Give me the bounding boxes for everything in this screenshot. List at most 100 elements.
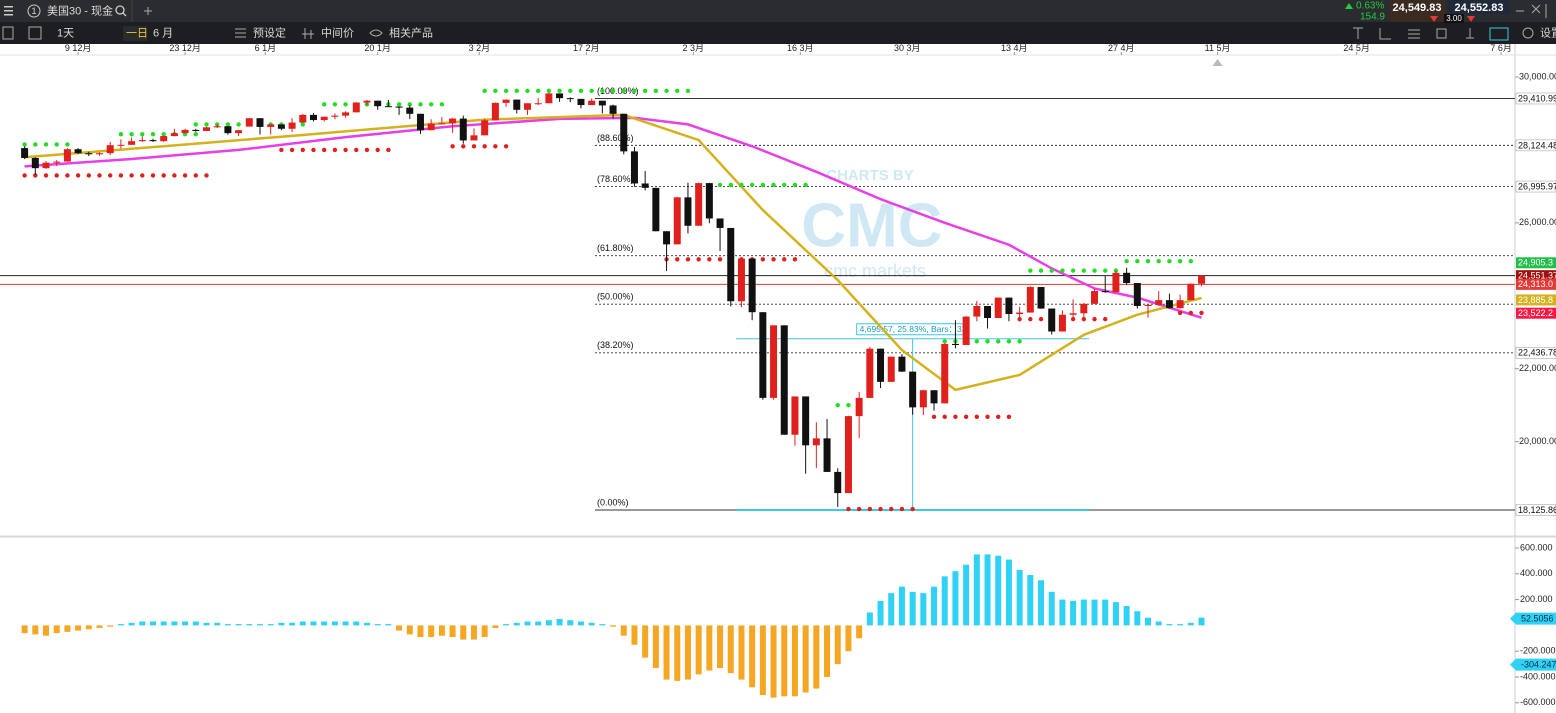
buy-box[interactable] bbox=[1447, 0, 1510, 14]
histogram-bar bbox=[449, 625, 456, 637]
candle-body bbox=[1037, 287, 1045, 309]
histogram-bar bbox=[321, 621, 328, 626]
sar-dot bbox=[43, 142, 49, 147]
histogram-bar bbox=[1070, 600, 1077, 626]
down-arrow bbox=[1467, 16, 1475, 22]
price-badge bbox=[1515, 139, 1556, 152]
sar-dot bbox=[1081, 268, 1087, 273]
candle-body bbox=[449, 118, 457, 124]
sar-dot bbox=[1103, 316, 1108, 322]
sar-dot bbox=[140, 173, 145, 178]
histogram-bar bbox=[299, 621, 306, 626]
histogram-bar bbox=[749, 625, 756, 688]
histogram-bar bbox=[396, 625, 403, 631]
moving-average bbox=[24, 116, 1202, 319]
sar-dot bbox=[225, 122, 231, 127]
candle-body bbox=[727, 227, 735, 302]
sar-dot bbox=[749, 182, 755, 188]
watermark-logo: CMC bbox=[801, 191, 942, 260]
search-icon[interactable] bbox=[115, 5, 127, 17]
add-tab[interactable] bbox=[144, 7, 152, 15]
histogram-bar bbox=[503, 624, 510, 626]
histogram-bar bbox=[53, 625, 60, 634]
period[interactable]: 6 月 bbox=[153, 27, 173, 39]
candle-body bbox=[256, 118, 264, 127]
sar-dot bbox=[343, 147, 348, 153]
price-type-icon[interactable] bbox=[302, 28, 314, 39]
instrument-name[interactable]: 美国30 - 现金 bbox=[47, 3, 113, 17]
histogram-bar bbox=[599, 624, 606, 626]
candle-body bbox=[459, 118, 467, 141]
sar-dot bbox=[300, 147, 305, 153]
candle-body bbox=[277, 124, 285, 129]
indicator-badge bbox=[1510, 658, 1556, 671]
title-bar bbox=[0, 0, 1556, 22]
interval[interactable]: 1天 bbox=[57, 27, 74, 39]
candle-body bbox=[791, 396, 799, 435]
related[interactable]: 相关产品 bbox=[389, 25, 433, 39]
sar-dot bbox=[514, 88, 519, 94]
histogram-bar bbox=[1187, 622, 1194, 626]
candle-body bbox=[106, 145, 114, 154]
indicator-badge bbox=[1510, 612, 1556, 625]
histogram-bar bbox=[32, 625, 39, 635]
histogram-bar bbox=[920, 593, 927, 626]
sar-dot bbox=[22, 142, 27, 147]
preset-icon[interactable] bbox=[235, 28, 246, 38]
sar-dot bbox=[803, 182, 808, 188]
settings[interactable]: 设置 bbox=[1540, 26, 1556, 39]
period-label[interactable]: 一日 bbox=[126, 27, 148, 39]
down-arrow bbox=[1430, 16, 1438, 22]
candle-body bbox=[1091, 291, 1099, 304]
histogram-bar bbox=[235, 624, 242, 626]
histogram-bar bbox=[1134, 611, 1141, 626]
candle-body bbox=[1016, 312, 1024, 315]
histogram-bar bbox=[866, 612, 873, 626]
sar-dot bbox=[1038, 316, 1044, 322]
candle-body bbox=[53, 161, 61, 163]
sar-dot bbox=[140, 132, 145, 137]
candle-body bbox=[941, 343, 949, 404]
candle-body bbox=[138, 140, 146, 142]
histogram-bar bbox=[1112, 602, 1119, 626]
histogram-bar bbox=[898, 586, 905, 626]
price-type[interactable]: 中间价 bbox=[321, 26, 354, 39]
menu-icon[interactable] bbox=[4, 6, 13, 16]
sar-dot bbox=[685, 257, 691, 262]
related-icon[interactable] bbox=[369, 29, 383, 37]
sar-dot bbox=[129, 132, 134, 137]
sar-dot bbox=[1092, 268, 1097, 273]
sar-dot bbox=[1060, 268, 1065, 273]
sar-dot bbox=[386, 147, 391, 153]
histogram-bar bbox=[1059, 599, 1066, 626]
preset[interactable]: 预设定 bbox=[253, 25, 286, 39]
histogram-bar bbox=[417, 625, 424, 637]
sar-dot bbox=[86, 173, 92, 178]
candle-body bbox=[427, 123, 435, 131]
histogram-bar bbox=[224, 624, 231, 626]
candle-body bbox=[855, 397, 863, 417]
sar-dot bbox=[289, 147, 295, 153]
settings-icon[interactable] bbox=[1522, 27, 1534, 39]
tool-icons[interactable] bbox=[1353, 27, 1509, 41]
candle-body bbox=[21, 148, 29, 158]
histogram-bar bbox=[117, 624, 124, 626]
sar-dot bbox=[675, 88, 680, 94]
histogram-bar bbox=[256, 624, 263, 626]
window-controls[interactable] bbox=[1516, 4, 1547, 18]
sar-dot bbox=[653, 88, 659, 94]
histogram-bar bbox=[149, 621, 156, 626]
histogram-bar bbox=[877, 600, 884, 626]
y-tick-label: -600.000 bbox=[1520, 697, 1556, 707]
histogram-bar bbox=[310, 621, 317, 626]
histogram-bar bbox=[845, 625, 852, 652]
x-tick-label: 6 1月 bbox=[255, 43, 277, 53]
buy-price: 24,552.83 bbox=[1455, 2, 1504, 14]
histogram-bar bbox=[1016, 569, 1023, 626]
panel-icon[interactable] bbox=[2, 26, 14, 40]
layout-icon[interactable] bbox=[28, 26, 42, 40]
sar-dot bbox=[22, 173, 27, 178]
price-badge bbox=[1515, 347, 1556, 359]
sar-dot bbox=[375, 147, 380, 153]
candle-body bbox=[802, 396, 810, 446]
